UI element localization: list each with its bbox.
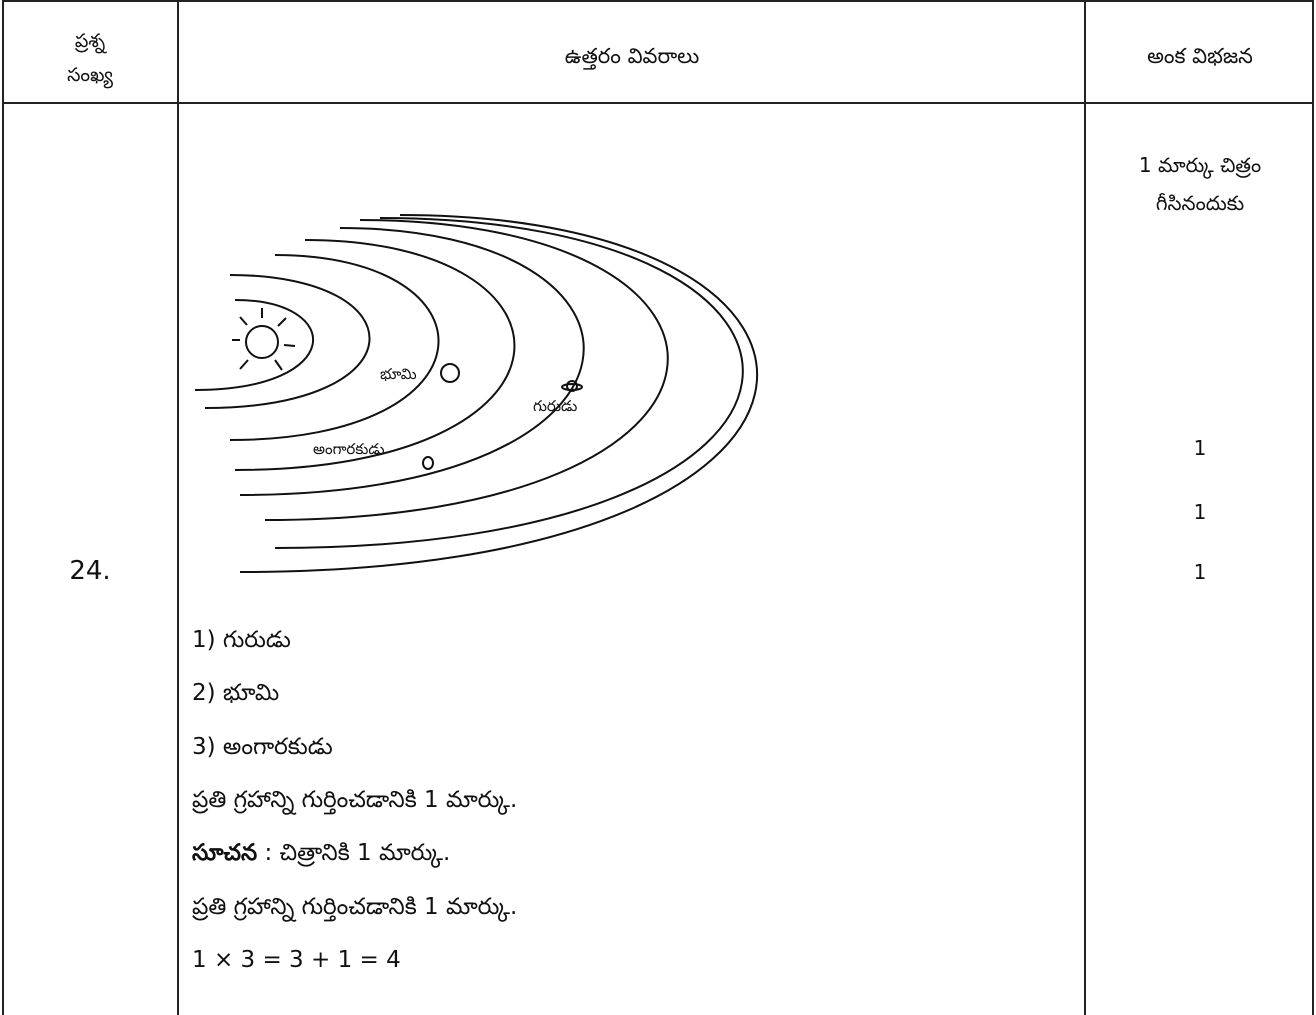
- mars: [423, 457, 433, 469]
- answer-line: ప్రతి గ్రహాన్ని గుర్తించడానికి 1 మార్కు.: [192, 787, 517, 819]
- orbit: [230, 255, 439, 440]
- header-line: ప్రశ్న: [67, 24, 113, 58]
- page: ప్రశ్న సంఖ్య ఉత్తరం వివరాలు అంక విభజన 24…: [0, 0, 1316, 1015]
- answer-line: ప్రతి గ్రహాన్ని గుర్తించడానికి 1 మార్కు.: [192, 894, 517, 926]
- marks-note: 1 మార్కు చిత్రం గీసినందుకు: [1139, 146, 1261, 222]
- header-answer: ఉత్తరం వివరాలు: [565, 44, 700, 74]
- solar-figure: భూమి గురుడు అంగారకుడు: [178, 103, 778, 593]
- marks-note-line: గీసినందుకు: [1139, 184, 1261, 222]
- orbit: [240, 228, 584, 495]
- orbit: [195, 300, 313, 390]
- header-line: సంఖ్య: [67, 58, 113, 92]
- border-top: [2, 0, 1314, 2]
- label-jupiter: గురుడు: [533, 397, 577, 415]
- mark-item: 1: [1194, 500, 1207, 524]
- marks-note-line: 1 మార్కు చిత్రం: [1139, 146, 1261, 184]
- question-number: 24.: [69, 556, 110, 586]
- answer-line: 1 × 3 = 3 + 1 = 4: [192, 947, 401, 973]
- header-question-no: ప్రశ్న సంఖ్య: [67, 24, 113, 92]
- hint-line: సూచన : చిత్రానికి 1 మార్కు.: [192, 840, 450, 872]
- answer-line: 3) అంగారకుడు: [192, 734, 333, 766]
- answer-line: 1) గురుడు: [192, 627, 291, 659]
- sun-rays: [232, 308, 295, 370]
- header-marks: అంక విభజన: [1147, 44, 1253, 74]
- label-mars: అంగారకుడు: [313, 440, 385, 458]
- mark-item: 1: [1194, 436, 1207, 460]
- sun: [246, 326, 278, 358]
- answer-line: 2) భూమి: [192, 680, 279, 712]
- border-col2: [1084, 0, 1086, 1015]
- border-right: [1312, 0, 1314, 1015]
- hint-text: : చిత్రానికి 1 మార్కు.: [264, 840, 450, 866]
- label-earth: భూమి: [380, 365, 417, 383]
- border-left: [2, 0, 4, 1015]
- orbit: [265, 220, 668, 520]
- earth: [441, 364, 459, 382]
- orbit: [235, 240, 514, 470]
- hint-label: సూచన: [192, 840, 257, 866]
- mark-item: 1: [1194, 560, 1207, 584]
